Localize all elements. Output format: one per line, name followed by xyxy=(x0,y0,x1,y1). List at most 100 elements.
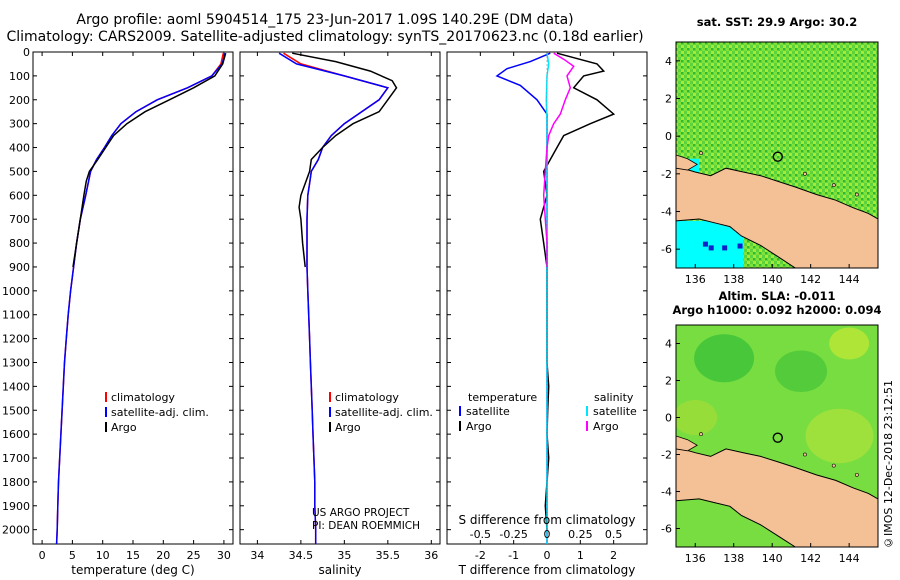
x-tick-label: 34.5 xyxy=(289,549,314,562)
y-tick-label: 1300 xyxy=(2,356,30,369)
y-tick-label: 2000 xyxy=(2,524,30,537)
sst-map: 136 138 140 142 144 4 2 0 -2 -4 -6 sat. SST: 29.9 A… xyxy=(661,15,879,286)
y-tick-label: 1000 xyxy=(2,285,30,298)
y-tick-label: 900 xyxy=(9,261,30,274)
sal-satellite-legend-label: satellite xyxy=(593,405,637,418)
sla-anomaly-blob xyxy=(676,399,718,436)
map-frame xyxy=(675,41,879,269)
chart-panel-difference-profile: -2 -1 0 1 2T difference from climatology xyxy=(446,51,648,577)
map-x-tick-label: 142 xyxy=(800,552,821,565)
islet xyxy=(699,151,703,156)
y-tick-label: 800 xyxy=(9,237,30,250)
x-tick-label: 5 xyxy=(69,549,76,562)
salinity-legend-heading: salinity xyxy=(594,391,634,404)
x-axis-label: temperature (deg C) xyxy=(71,563,194,577)
argo-position-marker xyxy=(772,432,783,443)
y-tick-label: 500 xyxy=(9,165,30,178)
islet xyxy=(831,463,836,468)
map-x-tick-label: 144 xyxy=(839,552,860,565)
islet xyxy=(854,472,859,477)
x-tick-label: 0 xyxy=(39,549,46,562)
argo-position-marker xyxy=(772,151,783,162)
series-line xyxy=(72,52,227,268)
s-axis-label: S difference from climatology xyxy=(459,513,636,527)
map-title: sat. SST: 29.9 Argo: 30.2 xyxy=(697,15,857,29)
map-x-tick-label: 136 xyxy=(685,273,706,286)
sla-anomaly-blob xyxy=(829,327,870,360)
y-tick-label: 600 xyxy=(9,189,30,202)
map-field xyxy=(676,42,878,268)
new-guinea-land xyxy=(676,165,878,268)
y-tick-label: 400 xyxy=(9,142,30,155)
x-tick-label: 35 xyxy=(337,549,351,562)
temperature-legend-heading: temperature xyxy=(468,391,537,404)
y-tick-label: 1700 xyxy=(2,452,30,465)
x-tick-label: -1 xyxy=(508,549,519,562)
islet xyxy=(802,171,807,176)
satellite-legend-label: satellite-adj. clim. xyxy=(335,406,433,419)
map-frame xyxy=(675,324,879,548)
map-y-tick-label: 2 xyxy=(665,375,672,388)
map-title: Altim. SLA: -0.011 xyxy=(718,289,835,303)
temp-satellite-legend-label: satellite xyxy=(466,405,510,418)
s-tick-label: 0.25 xyxy=(568,528,593,541)
map-x-tick-label: 138 xyxy=(723,273,744,286)
cold-sst-cell xyxy=(702,241,708,247)
x-axis-label: T difference from climatology xyxy=(458,563,636,577)
argo-legend-label: Argo xyxy=(111,421,137,434)
credit-stamp: ©IMOS 12-Dec-2018 23:12:51 xyxy=(882,380,895,549)
map-y-tick-label: -6 xyxy=(661,523,672,536)
x-tick-label: 25 xyxy=(187,549,201,562)
y-tick-label: 1200 xyxy=(2,333,30,346)
sla-anomaly-blob xyxy=(694,334,755,383)
map-x-tick-label: 140 xyxy=(762,273,783,286)
islet xyxy=(699,432,703,437)
x-tick-label: 34 xyxy=(250,549,264,562)
s-tick-label: -0.5 xyxy=(470,528,491,541)
plot-frame xyxy=(32,51,234,545)
s-tick-label: 0 xyxy=(544,528,551,541)
map-y-tick-label: 4 xyxy=(665,338,672,351)
figure-title-line-1: Argo profile: aoml 5904514_175 23-Jun-20… xyxy=(76,12,574,28)
map-field xyxy=(676,325,878,547)
annotation-line: US ARGO PROJECT xyxy=(312,507,410,519)
series-line xyxy=(292,52,398,268)
y-tick-label: 1900 xyxy=(2,500,30,513)
x-tick-label: 20 xyxy=(156,549,170,562)
climatology-legend-label: climatology xyxy=(111,391,175,404)
y-tick-label: 1600 xyxy=(2,428,30,441)
y-tick-label: 0 xyxy=(23,46,30,59)
series-line xyxy=(278,52,390,544)
island-land xyxy=(676,154,698,171)
sal-argo-legend-label: Argo xyxy=(593,420,619,433)
x-tick-label: 30 xyxy=(217,549,231,562)
x-tick-label: 36 xyxy=(424,549,438,562)
map-y-tick-label: -4 xyxy=(661,206,672,219)
chart-panel-salinity-profile: 34 34.5 35 35.5 36 salinity xyxy=(239,51,441,577)
y-tick-label: 1400 xyxy=(2,380,30,393)
temp-argo-legend-label: Argo xyxy=(466,420,492,433)
x-tick-label: 15 xyxy=(126,549,140,562)
y-tick-label: 300 xyxy=(9,118,30,131)
islet xyxy=(854,192,859,197)
map-y-tick-label: -6 xyxy=(661,243,672,256)
cold-sst-cell xyxy=(737,243,743,249)
y-tick-label: 1500 xyxy=(2,404,30,417)
sla-map: 136 138 140 142 144 4 2 0 -2 -4 -6 Altim. SLA: -0.0… xyxy=(661,289,882,565)
s-tick-label: -0.25 xyxy=(499,528,527,541)
map-y-tick-label: 0 xyxy=(665,130,672,143)
y-tick-label: 1800 xyxy=(2,476,30,489)
plot-frame xyxy=(239,51,441,545)
map-x-tick-label: 142 xyxy=(800,273,821,286)
sla-anomaly-blob xyxy=(775,350,828,393)
x-tick-label: -2 xyxy=(475,549,486,562)
islet xyxy=(802,452,807,457)
map-y-tick-label: -4 xyxy=(661,486,672,499)
x-tick-label: 2 xyxy=(610,549,617,562)
new-guinea-land xyxy=(676,446,878,547)
x-tick-label: 1 xyxy=(577,549,584,562)
map-y-tick-label: 0 xyxy=(665,412,672,425)
s-tick-label: 0.5 xyxy=(605,528,623,541)
x-axis-label: salinity xyxy=(318,563,361,577)
